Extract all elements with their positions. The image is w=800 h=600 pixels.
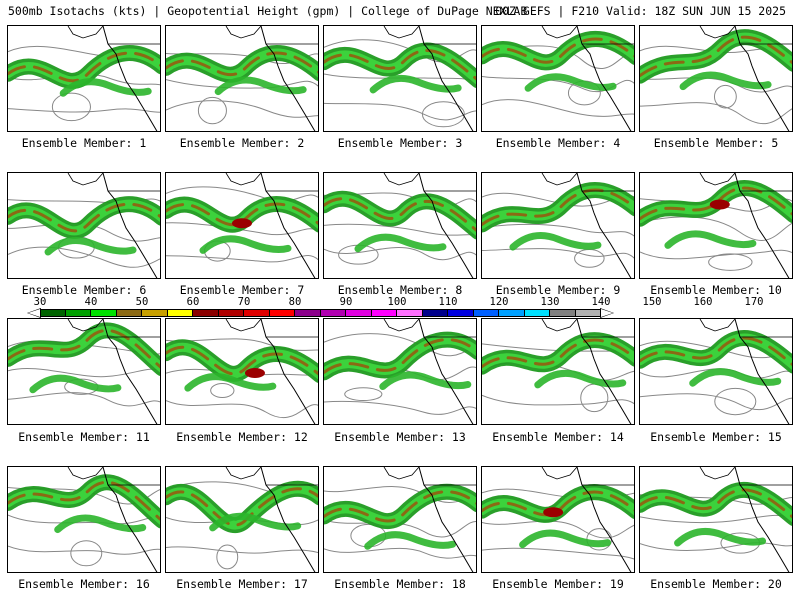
run-valid-time: 00Z GEFS | F210 Valid: 18Z SUN JUN 15 20…	[495, 4, 786, 18]
ensemble-member-map	[323, 318, 477, 425]
ensemble-member-label: Ensemble Member: 18	[334, 577, 466, 591]
ensemble-member-map	[639, 466, 793, 573]
ensemble-member-map	[639, 172, 793, 279]
colorbar-swatch	[65, 309, 91, 317]
ensemble-member-map	[165, 25, 319, 132]
colorbar-tick-label: 90	[339, 296, 353, 308]
colorbar-tick-label: 40	[84, 296, 98, 308]
ensemble-member-map	[165, 172, 319, 279]
colorbar-swatch	[550, 309, 576, 317]
ensemble-member-map	[481, 172, 635, 279]
colorbar-tick-label: 170	[744, 296, 764, 308]
ensemble-member-label: Ensemble Member: 10	[650, 283, 782, 297]
header: 500mb Isotachs (kts) | Geopotential Heig…	[0, 4, 800, 22]
ensemble-member-map	[481, 25, 635, 132]
colorbar-swatch	[473, 309, 499, 317]
colorbar-swatch	[371, 309, 397, 317]
ensemble-member-label: Ensemble Member: 5	[653, 136, 779, 150]
ensemble-member-label: Ensemble Member: 11	[18, 430, 150, 444]
colorbar-swatch	[524, 309, 550, 317]
ensemble-member-label: Ensemble Member: 8	[337, 283, 463, 297]
ensemble-member-label: Ensemble Member: 6	[21, 283, 147, 297]
colorbar-swatches	[40, 309, 601, 317]
ensemble-member-label: Ensemble Member: 1	[21, 136, 147, 150]
colorbar-swatch	[269, 309, 295, 317]
colorbar-swatch	[397, 309, 423, 317]
ensemble-member-label: Ensemble Member: 20	[650, 577, 782, 591]
colorbar-tick-label: 120	[489, 296, 509, 308]
ensemble-member-label: Ensemble Member: 16	[18, 577, 150, 591]
ensemble-member-label: Ensemble Member: 4	[495, 136, 621, 150]
ensemble-member-map	[7, 318, 161, 425]
ensemble-member-map	[165, 318, 319, 425]
ensemble-member-map	[7, 466, 161, 573]
colorbar-swatch	[116, 309, 142, 317]
colorbar-swatch	[346, 309, 372, 317]
isotach-colorbar: 30 40 50 60 70 80 90 100 110 120 130 140 150 160 170	[0, 296, 800, 320]
colorbar-tick-label: 70	[237, 296, 251, 308]
colorbar-swatch	[167, 309, 193, 317]
colorbar-swatch	[320, 309, 346, 317]
ensemble-member-map	[323, 466, 477, 573]
colorbar-tick-label: 110	[438, 296, 458, 308]
colorbar-tick-label: 60	[186, 296, 200, 308]
ensemble-member-label: Ensemble Member: 19	[492, 577, 624, 591]
ensemble-member-label: Ensemble Member: 7	[179, 283, 305, 297]
colorbar-tick-label: 50	[135, 296, 149, 308]
colorbar-swatch	[40, 309, 66, 317]
ensemble-member-label: Ensemble Member: 13	[334, 430, 466, 444]
colorbar-tick-label: 130	[540, 296, 560, 308]
ensemble-member-map	[481, 318, 635, 425]
ensemble-member-map	[7, 25, 161, 132]
colorbar-swatch	[244, 309, 270, 317]
colorbar-tick-label: 140	[591, 296, 611, 308]
colorbar-tick-label: 150	[642, 296, 662, 308]
ensemble-member-label: Ensemble Member: 14	[492, 430, 624, 444]
ensemble-member-map	[7, 172, 161, 279]
ensemble-member-label: Ensemble Member: 3	[337, 136, 463, 150]
colorbar-swatch	[193, 309, 219, 317]
colorbar-swatch	[91, 309, 117, 317]
ensemble-member-label: Ensemble Member: 12	[176, 430, 308, 444]
ensemble-member-map	[639, 318, 793, 425]
ensemble-member-label: Ensemble Member: 2	[179, 136, 305, 150]
ensemble-member-map	[481, 466, 635, 573]
ensemble-member-label: Ensemble Member: 9	[495, 283, 621, 297]
colorbar-swatch	[499, 309, 525, 317]
ensemble-member-map	[165, 466, 319, 573]
colorbar-swatch	[422, 309, 448, 317]
ensemble-member-map	[639, 25, 793, 132]
colorbar-swatch	[142, 309, 168, 317]
colorbar-tick-label: 100	[387, 296, 407, 308]
ensemble-member-label: Ensemble Member: 15	[650, 430, 782, 444]
colorbar-tick-label: 80	[288, 296, 302, 308]
colorbar-swatch	[295, 309, 321, 317]
ensemble-member-map	[323, 172, 477, 279]
colorbar-swatch	[448, 309, 474, 317]
map-title: 500mb Isotachs (kts) | Geopotential Heig…	[8, 4, 528, 18]
ensemble-member-label: Ensemble Member: 17	[176, 577, 308, 591]
colorbar-swatch	[218, 309, 244, 317]
ensemble-member-map	[323, 25, 477, 132]
colorbar-tick-label: 30	[33, 296, 47, 308]
colorbar-swatch	[575, 309, 601, 317]
colorbar-tick-label: 160	[693, 296, 713, 308]
